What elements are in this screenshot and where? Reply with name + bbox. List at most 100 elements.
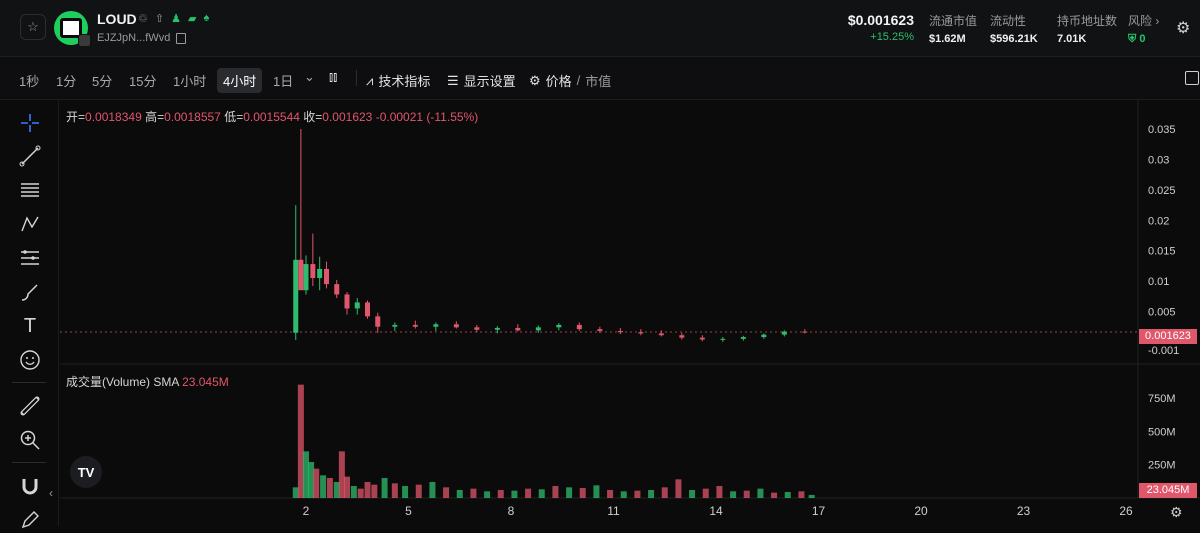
ohlc-change: -0.00021 (-11.55%) [375,110,479,124]
volume-axis-tick: 500M [1148,426,1176,438]
text-tool-icon[interactable]: T [23,314,37,337]
volume-bar [593,485,600,498]
horizontal-lines-icon[interactable] [17,177,43,203]
token-price: $0.001623 [847,12,914,28]
candle-body [375,316,381,327]
open-label: 开= [66,110,86,124]
volume-bar [689,490,696,498]
display-settings-button[interactable]: ☰ 显示设置 [447,71,516,90]
candle-body [303,264,309,291]
time-axis-tick: 11 [607,504,620,518]
volume-bar [771,492,778,498]
settings-gear-icon[interactable]: ⚙ [1176,20,1191,37]
candle-body [412,324,418,327]
magnet-icon[interactable] [17,473,43,499]
candle-body [433,324,439,327]
tradingview-logo[interactable]: TV [70,456,102,488]
stat-liquidity: 流动性 $596.21K [990,12,1038,45]
indicators-button[interactable]: ⩘ 技术指标 [366,71,430,90]
token-header: ☆ LOUD ♲ ⇧ ♟ ▰ ♠ EJZJpN...fWvd $0.001623… [0,0,1200,57]
copy-icon[interactable] [176,32,187,44]
price-mcap-toggle[interactable]: ⚙ 价格 / 市值 [529,71,611,90]
display-label: 显示设置 [463,74,516,89]
time-axis-tick: 23 [1017,504,1031,518]
stat-label: 流通市值 [929,14,978,28]
volume-bar [716,486,723,498]
current-volume-tag: 23.045M [1139,483,1197,498]
volume-bar [525,488,532,498]
drawing-toolbar: T [0,100,59,529]
divider [356,70,357,86]
price-axis-tick: 0.025 [1148,185,1176,197]
candle-body [679,335,685,338]
volume-bar [730,491,737,498]
volume-bar [566,487,573,498]
volume-bar [538,489,545,498]
price-change: +15.25% [870,31,914,43]
candle-body [365,302,370,317]
timeframe-15m[interactable]: 15分 [129,74,157,89]
timeframe-4h[interactable]: 4小时 [217,68,263,93]
brush-icon[interactable] [17,279,43,305]
token-address[interactable]: EJZJpN...fWvd [97,32,187,44]
volume-bar [338,451,345,498]
volume-bar [357,488,364,498]
share-icon[interactable]: ⇧ [154,13,165,25]
timeframe-5m[interactable]: 5分 [92,74,113,89]
chart-settings-icon[interactable]: ⚙ [1170,504,1183,520]
volume-bar [344,476,350,498]
fullscreen-icon[interactable] [1185,71,1199,85]
volume-bar [675,479,682,498]
timeframe-1d[interactable]: 1日 [273,74,294,89]
volume-axis-tick: 750M [1148,393,1176,405]
candle-type-icon[interactable]: ⫾⫾ [329,69,338,84]
time-axis-tick: 20 [914,504,928,518]
price-toggle-label[interactable]: 价格 [545,74,572,89]
volume-bar [333,482,340,498]
price-axis-tick: 0.02 [1148,215,1169,227]
leaf-icon[interactable]: ♠ [203,12,210,24]
sma-label: SMA [153,375,179,389]
low-value: 0.0015544 [243,110,300,124]
bell-icon[interactable]: ♲ [138,13,148,25]
pencil-lock-icon[interactable] [17,507,43,533]
pattern-icon[interactable] [17,211,43,237]
collapse-toolbar-icon[interactable]: ‹ [49,486,53,500]
close-value: 0.001623 [322,110,373,124]
stat-value: $596.21K [990,33,1038,45]
volume-bar [808,494,815,498]
timeframe-1h[interactable]: 1小时 [173,74,207,89]
candle-body [317,268,323,279]
stat-risk[interactable]: 风险 › ⛨ 0 [1128,12,1159,46]
volume-axis-tick: 250M [1148,460,1176,472]
chevron-down-icon[interactable]: ⌄ [304,69,315,84]
volume-bar [757,488,764,498]
price-axis-tick: 0.015 [1148,246,1176,258]
sma-value: 23.045M [182,375,229,389]
candle-body [781,331,787,335]
timeframe-1m[interactable]: 1分 [56,74,77,89]
indicators-label: 技术指标 [378,74,431,89]
favorite-star-button[interactable]: ☆ [20,14,46,40]
volume-bar [297,384,304,498]
timeframe-1s[interactable]: 1秒 [19,74,40,89]
candle-body [740,337,746,339]
ohlc-legend: 开=0.0018349 高=0.0018557 低=0.0015544 收=0.… [66,108,478,125]
risk-value: ⛨ 0 [1128,33,1159,46]
volume-bar [634,490,641,498]
candle-body [293,259,299,333]
fib-icon[interactable] [17,245,43,271]
zoom-in-icon[interactable] [17,427,43,453]
emoji-icon[interactable] [17,347,43,373]
ruler-icon[interactable] [17,393,43,419]
holders-icon[interactable]: ♟ [171,13,181,25]
volume-legend: 成交量(Volume) SMA 23.045M [66,373,229,390]
mcap-toggle-label[interactable]: 市值 [585,74,612,89]
trend-line-icon[interactable] [17,143,43,169]
low-label: 低= [224,110,244,124]
folder-icon[interactable]: ▰ [187,13,197,25]
chain-badge-icon [78,34,91,47]
volume-bar [391,483,398,498]
candle-body [298,259,304,291]
crosshair-icon[interactable] [17,110,43,136]
